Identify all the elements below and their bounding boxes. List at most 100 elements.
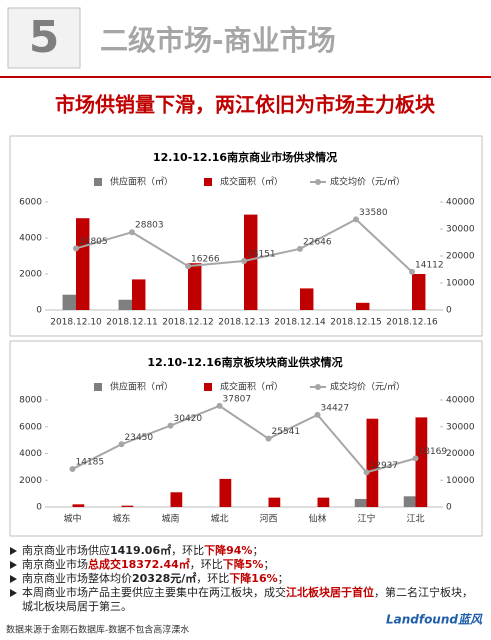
price-marker: [73, 245, 79, 252]
x-tick-label: 2018.12.15: [330, 318, 382, 328]
x-tick-label: 2018.12.16: [386, 318, 438, 328]
y-tick-label: 2000: [19, 270, 42, 280]
y2-tick-label: 10000: [446, 279, 475, 289]
price-marker: [353, 216, 359, 223]
logo: Landfound蓝风: [386, 613, 483, 627]
bar: [132, 279, 146, 310]
bullet-text: 南京商业市场整体均价: [22, 572, 132, 585]
price-marker: [129, 229, 135, 236]
y-tick-label: 0: [36, 306, 42, 316]
bullet-text: ，环比: [171, 544, 205, 557]
data-label: 34427: [321, 403, 350, 413]
bar: [300, 288, 314, 310]
bar: [121, 505, 134, 507]
data-label: 22805: [79, 237, 108, 247]
x-tick-label: 城南: [161, 513, 179, 525]
bar: [356, 302, 370, 310]
y2-tick-label: 10000: [446, 476, 475, 486]
x-tick-label: 城北: [210, 514, 228, 525]
bullet-text: 1419.06㎡: [110, 544, 172, 557]
bullet-text: 本周商业市场产品主要供应主要集中在两江板块，成交: [22, 586, 286, 599]
bullet-text: 20328元/㎡: [132, 572, 197, 585]
x-tick-label: 2018.12.11: [106, 318, 158, 328]
price-marker: [314, 411, 321, 418]
bar: [268, 497, 281, 507]
x-tick-label: 河西: [259, 513, 277, 525]
bar: [188, 263, 202, 310]
price-line: [72, 404, 416, 474]
bar: [62, 294, 76, 310]
data-label: 37807: [223, 394, 252, 404]
price-marker: [409, 268, 415, 275]
y-tick-label: 6000: [19, 422, 42, 432]
data-label: 33580: [359, 208, 388, 218]
legend-swatch: [315, 384, 321, 390]
bar: [354, 498, 367, 507]
bullet-text: 下降16%: [229, 572, 278, 585]
data-label: 23450: [125, 433, 154, 443]
chart-title: 12.10-12.16南京商业市场供求情况: [153, 150, 337, 164]
y-tick-label: 4000: [19, 449, 42, 459]
legend-label: 供应面积（㎡）: [110, 381, 173, 393]
subtitle: 市场供销量下滑，两江依旧为市场主力板块: [55, 93, 436, 117]
bullet: 南京商业市场总成交18372.44㎡，环比下降5%；: [10, 558, 482, 572]
price-marker: [69, 466, 76, 473]
bullet-text: 江北板块居于首位: [286, 586, 374, 599]
x-tick-label: 2018.12.10: [50, 318, 102, 328]
bullet-text: ，环比: [189, 558, 223, 571]
section-title: 二级市场-商业市场: [100, 24, 336, 57]
bar: [244, 214, 258, 310]
data-label: 25541: [272, 427, 301, 437]
bar: [76, 218, 90, 310]
price-marker: [216, 402, 223, 409]
legend-label: 成交面积（㎡）: [220, 381, 283, 393]
data-label: 28803: [135, 221, 164, 231]
y-tick-label: 2000: [19, 476, 42, 486]
bullet: 南京商业市场整体均价20328元/㎡，环比下降16%；: [10, 572, 482, 586]
bullet-text: ，第二名江宁板块，城北板块局居于第三。: [22, 586, 473, 613]
y2-tick-label: 0: [446, 306, 452, 316]
legend-label: 成交均价（元/㎡）: [330, 176, 405, 188]
legend-swatch: [204, 178, 212, 186]
bar: [412, 274, 426, 310]
y2-tick-label: 20000: [446, 252, 475, 262]
y-tick-label: 4000: [19, 234, 42, 244]
legend-swatch: [315, 179, 321, 185]
chart-frame: [9, 340, 483, 537]
price-marker: [412, 455, 419, 462]
bullet-text: 总成交18372.44㎡: [88, 558, 190, 571]
legend-label: 供应面积（㎡）: [110, 176, 173, 188]
data-label: 18151: [247, 249, 276, 259]
bar: [219, 478, 232, 507]
bullet-text: ，环比: [196, 572, 230, 585]
bar: [118, 299, 132, 310]
legend-swatch: [94, 383, 102, 391]
price-marker: [167, 422, 174, 429]
chart-title: 12.10-12.16南京板块块商业供求情况: [147, 355, 342, 369]
bullet-text: ；: [252, 544, 264, 557]
x-tick-label: 城中: [63, 513, 81, 525]
x-tick-label: 2018.12.13: [218, 318, 270, 328]
y-tick-label: 8000: [19, 396, 42, 406]
bullet-text: 南京商业市场供应: [22, 544, 110, 557]
bullet-text: ；: [277, 572, 289, 585]
x-tick-label: 城东: [112, 513, 130, 525]
bar: [170, 492, 183, 507]
data-label: 14185: [76, 458, 105, 468]
y2-tick-label: 40000: [446, 198, 475, 208]
bullet: 南京商业市场供应1419.06㎡，环比下降94%；: [10, 544, 482, 558]
data-label: 16266: [191, 255, 220, 265]
data-label: 30420: [174, 414, 203, 424]
bar: [403, 496, 416, 507]
y2-tick-label: 40000: [446, 396, 475, 406]
bullet-text: ；: [263, 558, 275, 571]
x-tick-label: 江北: [406, 514, 424, 525]
x-tick-label: 2018.12.12: [162, 318, 214, 328]
bullet: 本周商业市场产品主要供应主要集中在两江板块，成交江北板块居于首位，第二名江宁板块…: [10, 586, 482, 614]
bullet-text: 下降5%: [222, 558, 264, 571]
data-label: 12937: [370, 461, 399, 471]
x-tick-label: 2018.12.14: [274, 318, 326, 328]
price-marker: [241, 257, 247, 264]
y2-tick-label: 30000: [446, 422, 475, 432]
